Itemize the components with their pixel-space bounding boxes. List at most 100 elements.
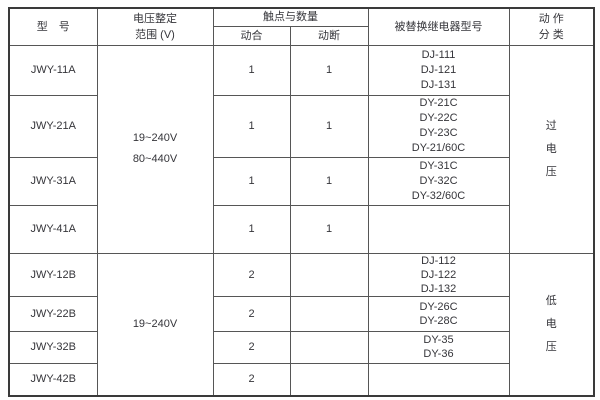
model-label: JWY-11A — [30, 64, 76, 76]
cell-nc-count — [289, 252, 369, 297]
action-char: 电 — [545, 142, 557, 155]
replaced-model: DJ-121 — [420, 63, 457, 76]
cell-nc-count: 1 — [289, 204, 369, 254]
cell-no-count: 1 — [212, 94, 291, 158]
cell-action-class: 过 电 压 — [508, 44, 595, 254]
cell-nc-count: 1 — [289, 156, 369, 206]
replaced-model: DY-21/60C — [411, 142, 466, 154]
header-no-contact: 动合 — [212, 25, 291, 46]
cell-replaced-models: DJ-112 DJ-122 DJ-132 — [367, 252, 510, 297]
replaced-model: DY-31C — [419, 159, 458, 172]
cell-no-count: 1 — [212, 204, 291, 254]
cell-voltage-range: 19~240V 80~440V — [96, 44, 214, 254]
table-row: JWY-41A 1 1 — [8, 204, 594, 254]
cell-model: JWY-11A — [8, 44, 98, 96]
model-label: JWY-21A — [30, 120, 76, 132]
model-label: JWY-42B — [30, 373, 76, 386]
cell-nc-count: 1 — [289, 44, 369, 96]
table-row: JWY-21A 1 1 DY-21C DY-22C DY-23C DY-21/6… — [8, 94, 594, 158]
replaced-model: DJ-112 — [421, 254, 456, 267]
action-char: 低 — [545, 294, 557, 307]
no-count: 1 — [248, 120, 255, 132]
voltage-value: 19~240V — [132, 132, 178, 144]
no-count: 2 — [248, 307, 255, 320]
cell-action-class: 低 电 压 — [508, 252, 595, 397]
no-count: 1 — [248, 223, 255, 235]
no-count: 2 — [248, 268, 255, 281]
header-no-label: 动合 — [240, 29, 263, 42]
voltage-value: 19~240V — [132, 317, 178, 330]
model-label: JWY-12B — [30, 268, 76, 281]
replaced-model: DY-35 — [423, 334, 454, 346]
no-count: 1 — [248, 175, 255, 187]
header-action-class: 动 作 分 类 — [508, 7, 595, 46]
header-row-1: 型 号 电压整定 范围 (V) 触点与数量 被替换继电器型号 动 作 分 类 — [8, 7, 595, 46]
nc-count: 1 — [325, 175, 333, 187]
cell-model: JWY-12B — [8, 252, 98, 297]
cell-no-count: 2 — [212, 252, 291, 297]
replaced-model: DY-36 — [423, 348, 454, 360]
header-action-line1: 动 作 — [538, 12, 564, 25]
cell-replaced-models — [367, 362, 510, 397]
table-row: JWY-32B 2 DY-35 DY-36 — [8, 330, 594, 364]
model-label: JWY-31A — [30, 175, 76, 187]
cell-replaced-models: DJ-111 DJ-121 DJ-131 — [367, 44, 510, 96]
cell-model: JWY-31A — [8, 156, 98, 206]
cell-no-count: 1 — [212, 44, 291, 96]
header-nc-contact: 动断 — [289, 25, 369, 46]
header-replaced-label: 被替换继电器型号 — [394, 20, 483, 33]
replaced-model: DY-26C — [419, 300, 458, 313]
header-model-label: 型 号 — [36, 20, 70, 33]
cell-nc-count — [289, 295, 369, 332]
cell-no-count: 2 — [212, 330, 291, 364]
action-char: 过 — [545, 119, 557, 132]
table-row: JWY-12B 19~240V 2 DJ-112 DJ-122 DJ-132 低… — [8, 252, 595, 397]
replaced-model: DY-28C — [419, 314, 458, 327]
cell-model: JWY-22B — [8, 295, 98, 332]
replaced-model: DY-23C — [419, 127, 458, 139]
cell-model: JWY-32B — [8, 330, 98, 364]
header-action-line2: 分 类 — [538, 28, 564, 41]
cell-nc-count — [289, 330, 369, 364]
no-count: 2 — [248, 373, 255, 386]
header-nc-label: 动断 — [318, 29, 340, 42]
header-voltage-range: 电压整定 范围 (V) — [96, 7, 214, 46]
action-char: 压 — [545, 165, 557, 178]
header-voltage-line1: 电压整定 — [133, 12, 177, 25]
cell-model: JWY-41A — [8, 204, 98, 254]
replaced-model: DY-22C — [419, 112, 458, 124]
cell-replaced-models: DY-21C DY-22C DY-23C DY-21/60C — [367, 94, 510, 158]
replaced-model: DJ-111 — [421, 48, 456, 61]
cell-no-count: 2 — [212, 295, 291, 332]
header-replaced-models: 被替换继电器型号 — [367, 7, 510, 46]
cell-replaced-models: DY-31C DY-32C DY-32/60C — [367, 156, 510, 206]
replaced-model: DJ-122 — [420, 268, 457, 281]
no-count: 2 — [248, 341, 255, 353]
replaced-model: DY-32C — [419, 174, 458, 187]
nc-count: 1 — [325, 223, 333, 235]
nc-count: 1 — [325, 120, 333, 132]
relay-spec-table: 型 号 电压整定 范围 (V) 触点与数量 被替换继电器型号 动 作 分 类 动… — [8, 7, 595, 397]
header-voltage-line2: 范围 (V) — [135, 28, 175, 41]
cell-nc-count: 1 — [289, 94, 369, 158]
header-contacts: 触点与数量 — [212, 7, 369, 27]
header-contacts-label: 触点与数量 — [263, 11, 318, 24]
voltage-value: 80~440V — [132, 153, 178, 165]
table-row: JWY-42B 2 — [8, 362, 594, 397]
nc-count: 1 — [325, 64, 333, 76]
cell-replaced-models: DY-26C DY-28C — [367, 295, 510, 332]
cell-no-count: 2 — [212, 362, 291, 397]
replaced-model: DJ-132 — [420, 282, 457, 295]
table-row: JWY-11A 19~240V 80~440V 1 1 DJ-111 DJ-12… — [8, 44, 595, 254]
cell-model: JWY-21A — [8, 94, 98, 158]
header-model: 型 号 — [8, 7, 98, 46]
cell-replaced-models — [367, 204, 510, 254]
action-char: 电 — [545, 317, 557, 330]
cell-voltage-range: 19~240V — [96, 252, 214, 397]
table-row: JWY-22B 2 DY-26C DY-28C — [8, 295, 594, 332]
model-label: JWY-32B — [30, 341, 76, 353]
cell-no-count: 1 — [212, 156, 291, 206]
model-label: JWY-22B — [30, 307, 76, 320]
no-count: 1 — [248, 64, 255, 76]
